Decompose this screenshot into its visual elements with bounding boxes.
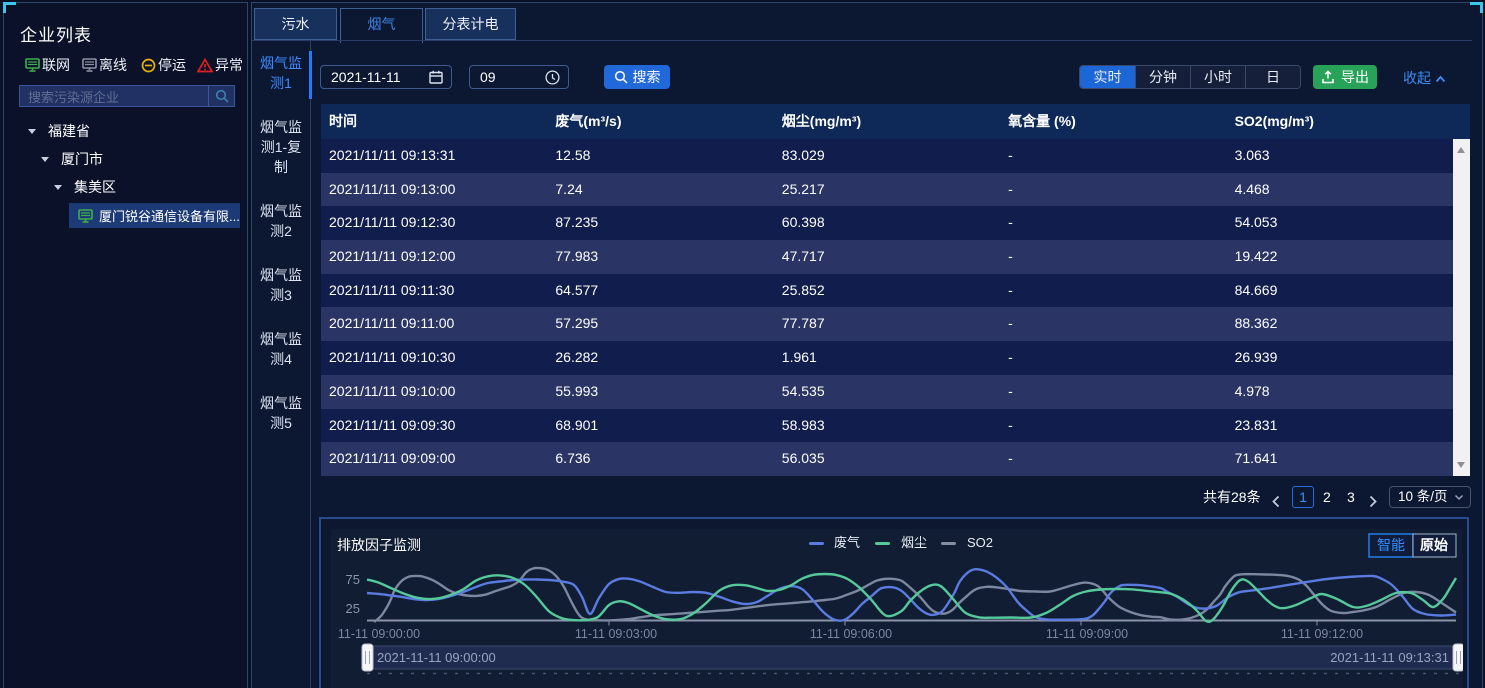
svg-text:75: 75 <box>346 572 360 587</box>
svg-text:智能: 智能 <box>1377 537 1405 553</box>
svg-text:11-11 09:12:00: 11-11 09:12:00 <box>1281 627 1363 641</box>
svg-text:原始: 原始 <box>1420 537 1448 553</box>
svg-text:排放因子监测: 排放因子监测 <box>337 537 421 553</box>
svg-text:烟尘: 烟尘 <box>901 535 927 550</box>
svg-text:25: 25 <box>346 601 360 616</box>
svg-text:2021-11-11 09:13:31: 2021-11-11 09:13:31 <box>1330 650 1449 665</box>
svg-text:废气: 废气 <box>834 535 860 550</box>
svg-text:11-11 09:03:00: 11-11 09:03:00 <box>575 627 657 641</box>
svg-text:2021-11-11 09:00:00: 2021-11-11 09:00:00 <box>377 650 496 665</box>
svg-text:11-11 09:09:00: 11-11 09:09:00 <box>1046 627 1128 641</box>
svg-text:11-11 09:06:00: 11-11 09:06:00 <box>810 627 892 641</box>
svg-text:SO2: SO2 <box>967 535 993 550</box>
svg-text:11-11 09:00:00: 11-11 09:00:00 <box>338 627 420 641</box>
